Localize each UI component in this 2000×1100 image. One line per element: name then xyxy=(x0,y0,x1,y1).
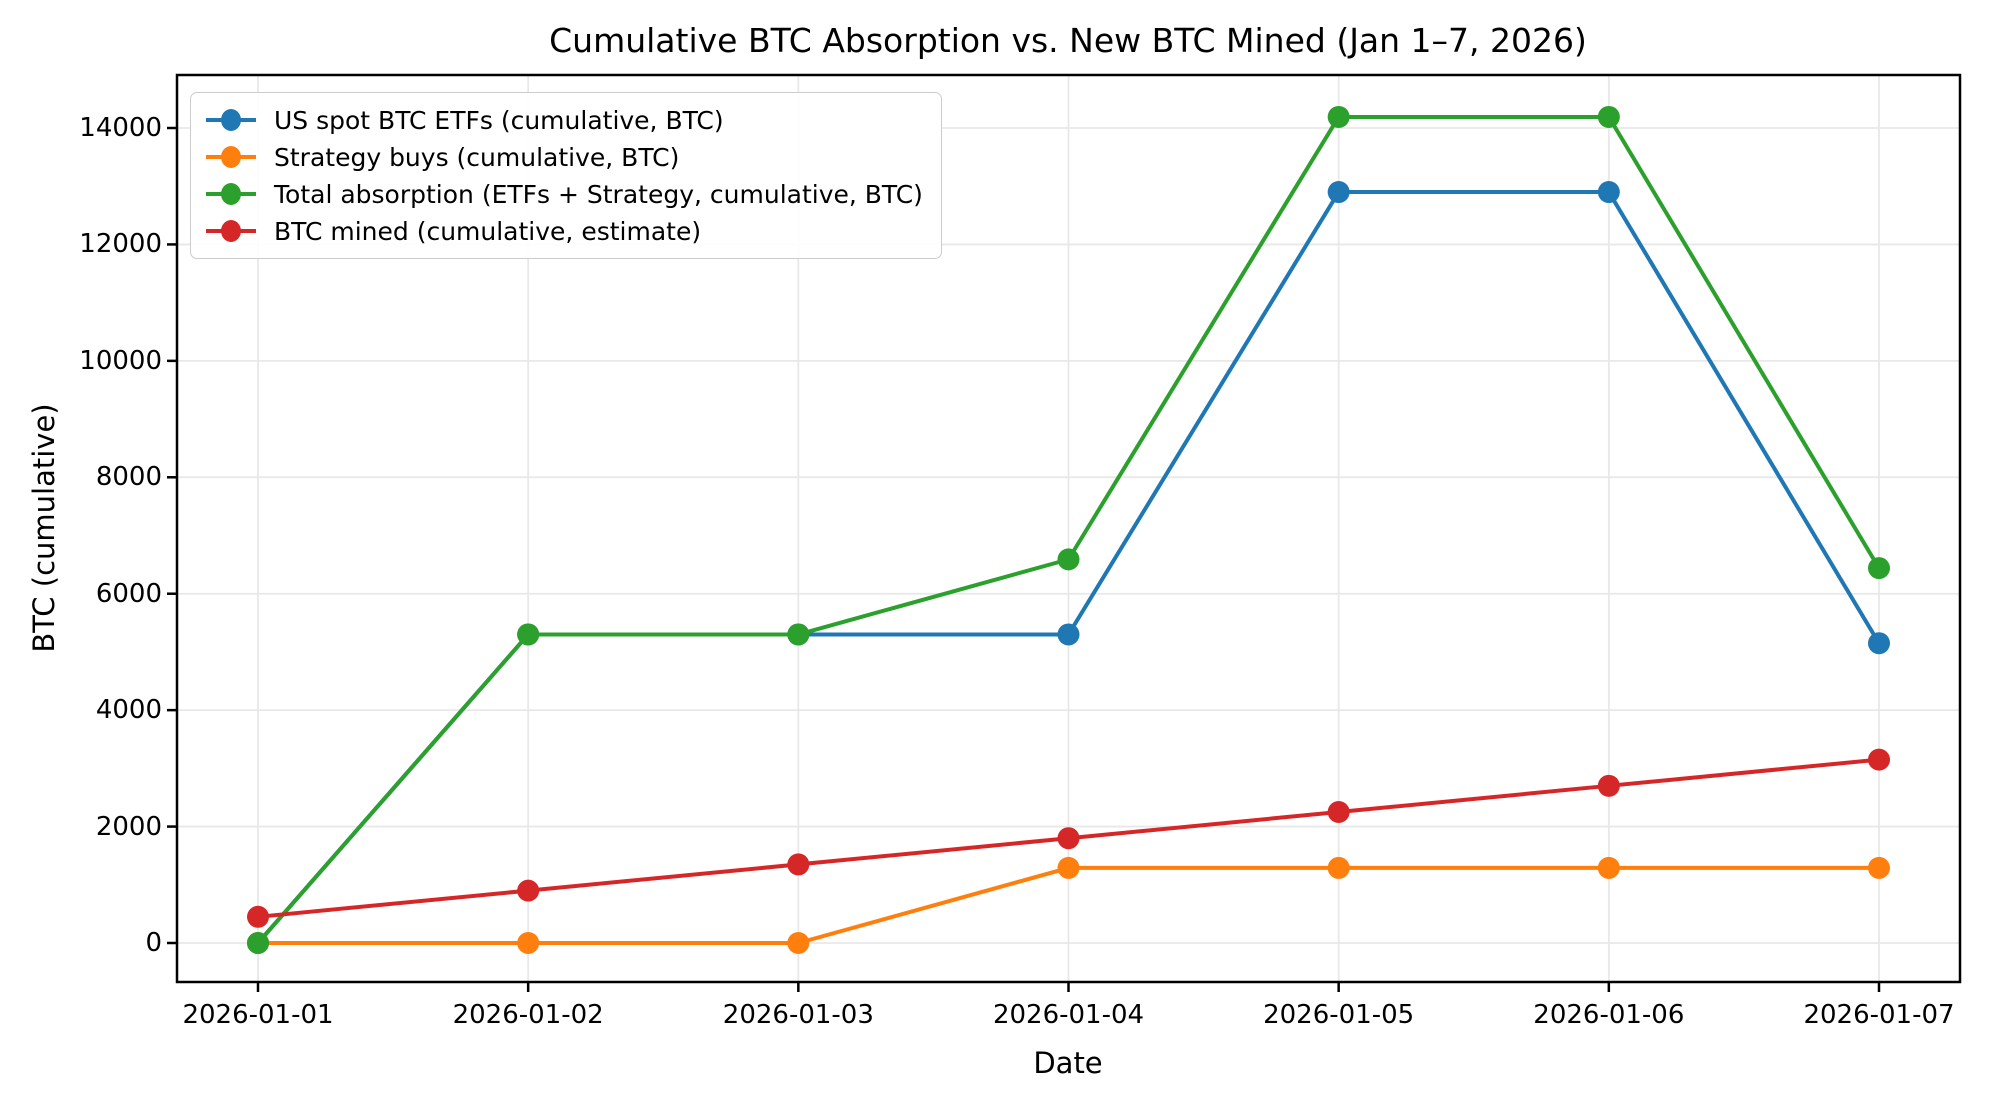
y-tick-label: 10000 xyxy=(79,345,162,376)
y-tick-label: 14000 xyxy=(79,113,162,143)
x-tick-label: 2026-01-04 xyxy=(992,1000,1145,1030)
legend-label: Total absorption (ETFs + Strategy, cumul… xyxy=(274,179,923,209)
x-tick-label: 2026-01-06 xyxy=(1533,1000,1685,1030)
data-point xyxy=(517,623,540,646)
x-tick-label: 2026-01-07 xyxy=(1803,1000,1955,1030)
data-point xyxy=(1057,856,1080,879)
data-point xyxy=(1868,632,1890,655)
legend: US spot BTC ETFs (cumulative, BTC) Strate… xyxy=(190,92,942,259)
chart-title: Cumulative BTC Absorption vs. New BTC Mi… xyxy=(549,21,1587,60)
axes-spines xyxy=(175,73,1962,984)
legend-label: Strategy buys (cumulative, BTC) xyxy=(274,142,680,172)
legend-item-0: US spot BTC ETFs (cumulative, BTC) xyxy=(204,104,923,136)
data-point xyxy=(787,932,810,954)
data-point xyxy=(1868,748,1890,771)
x-tick-label: 2026-01-05 xyxy=(1263,1000,1415,1030)
x-tick-label: 2026-01-02 xyxy=(452,1000,604,1030)
y-tick-label: 0 xyxy=(145,928,162,958)
x-tick-label: 2026-01-01 xyxy=(182,1000,334,1030)
y-tick-label: 12000 xyxy=(79,229,162,260)
data-point xyxy=(1597,181,1620,204)
legend-label: BTC mined (cumulative, estimate) xyxy=(274,216,702,246)
data-point xyxy=(247,905,269,928)
legend-item-2: Total absorption (ETFs + Strategy, cumul… xyxy=(204,178,923,210)
legend-marker-icon xyxy=(206,183,256,205)
y-tick-label: 6000 xyxy=(95,578,162,609)
y-axis-label: BTC (cumulative) xyxy=(27,403,61,653)
legend-marker-icon xyxy=(206,109,256,131)
data-point xyxy=(1597,774,1620,797)
data-point xyxy=(1327,856,1350,879)
x-tick-label: 2026-01-03 xyxy=(722,1000,874,1030)
legend-marker-icon xyxy=(206,146,256,168)
legend-label: US spot BTC ETFs (cumulative, BTC) xyxy=(274,105,724,135)
data-point xyxy=(517,879,540,902)
data-point xyxy=(1597,856,1620,879)
legend-marker-icon xyxy=(206,220,256,242)
data-point xyxy=(1057,623,1080,646)
x-axis-label: Date xyxy=(1033,1046,1103,1080)
y-tick-label: 2000 xyxy=(95,811,162,842)
data-point xyxy=(1868,856,1890,879)
data-point xyxy=(1327,181,1350,204)
y-tick-label: 4000 xyxy=(95,695,162,726)
data-point xyxy=(1327,801,1350,824)
data-point xyxy=(517,932,540,954)
data-point xyxy=(1868,557,1890,580)
legend-item-1: Strategy buys (cumulative, BTC) xyxy=(204,141,923,173)
y-tick-label: 8000 xyxy=(95,462,162,493)
data-point xyxy=(787,853,810,876)
data-point xyxy=(1327,105,1350,128)
legend-item-3: BTC mined (cumulative, estimate) xyxy=(204,215,923,247)
data-point xyxy=(787,623,810,646)
data-point xyxy=(247,932,269,954)
data-point xyxy=(1057,548,1080,571)
data-point xyxy=(1057,827,1080,850)
data-point xyxy=(1597,105,1620,128)
